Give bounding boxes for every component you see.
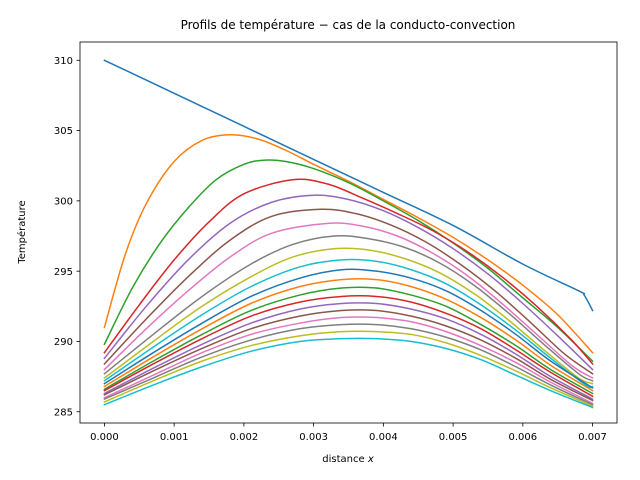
- y-tick-label-4: 305: [54, 126, 73, 137]
- series-line-3: [103, 159, 594, 363]
- x-tick-label-1: 0.001: [160, 432, 189, 443]
- y-tick-label-5: 310: [54, 56, 73, 67]
- ticks-layer: 0.000 0.001 0.002 0.003 0.004 0.005 0.006 0.007…: [54, 56, 607, 443]
- chart-title: Profils de température − cas de la condu…: [181, 18, 516, 32]
- x-tick-label-7: 0.007: [578, 432, 607, 443]
- x-tick-label-4: 0.004: [369, 432, 398, 443]
- series-line-10: [103, 258, 594, 389]
- x-tick-label-3: 0.003: [299, 432, 328, 443]
- series-line-20: [103, 337, 594, 409]
- plot-frame: [79, 41, 618, 424]
- x-tick-label-0: 0.000: [90, 432, 119, 443]
- y-axis-label: Température: [16, 200, 28, 264]
- series-line-9: [103, 247, 594, 385]
- y-tick-label-0: 285: [54, 407, 73, 418]
- series-line-17: [103, 316, 594, 405]
- x-axis-label: distance x: [322, 454, 374, 465]
- series-line-19: [103, 330, 594, 408]
- series-line-7: [103, 222, 594, 380]
- series-line-5: [103, 194, 594, 371]
- y-tick-label-3: 300: [54, 196, 73, 207]
- series-line-16: [103, 309, 594, 402]
- x-tick-label-2: 0.002: [230, 432, 259, 443]
- series-layer: [103, 59, 594, 409]
- series-line-8: [103, 235, 594, 382]
- series-line-1: [103, 59, 594, 312]
- x-tick-label-5: 0.005: [439, 432, 468, 443]
- series-line-4: [103, 178, 594, 366]
- series-line-12: [103, 277, 594, 392]
- series-line-13: [103, 286, 594, 395]
- series-line-15: [103, 302, 594, 401]
- series-line-11: [103, 268, 594, 389]
- x-axis-label-variable: x: [367, 454, 374, 465]
- x-tick-label-6: 0.006: [509, 432, 538, 443]
- series-line-18: [103, 323, 594, 406]
- series-line-2: [103, 134, 594, 354]
- series-line-6: [103, 208, 594, 375]
- y-tick-label-2: 295: [54, 267, 73, 278]
- series-line-14: [103, 295, 594, 398]
- x-axis-label-text: distance: [322, 454, 368, 465]
- y-tick-label-1: 290: [54, 337, 73, 348]
